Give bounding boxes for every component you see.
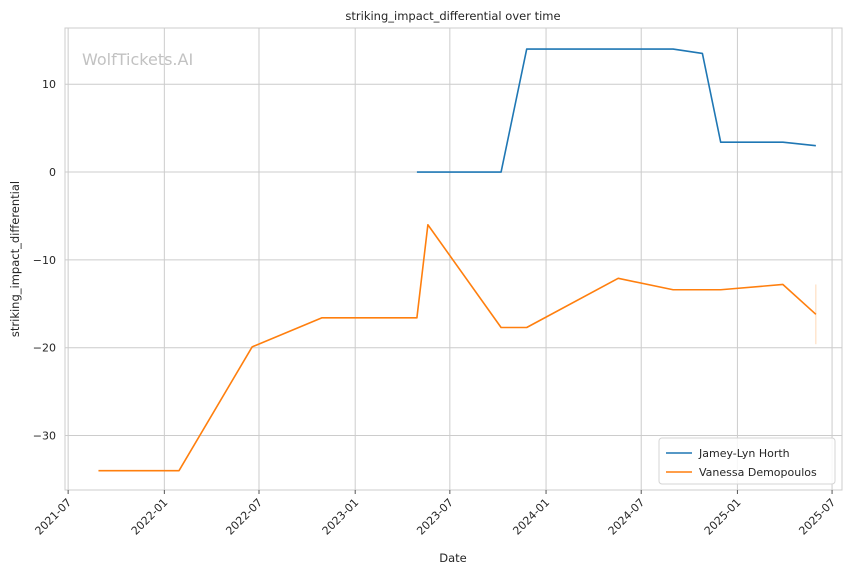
grid	[65, 28, 842, 490]
legend: Jamey-Lyn Horth Vanessa Demopoulos	[658, 437, 836, 485]
y-tick-label: −30	[33, 430, 56, 443]
chart-title: striking_impact_differential over time	[345, 9, 560, 23]
y-axis-label: striking_impact_differential	[8, 181, 22, 337]
plot-frame	[64, 27, 843, 491]
series-line-vanessa-demopoulos	[98, 223, 817, 472]
legend-label-jamey-lyn-horth: Jamey-Lyn Horth	[698, 447, 790, 460]
y-tick-label: −10	[33, 254, 56, 267]
series-line-jamey-lyn-horth	[416, 48, 816, 173]
y-tick-label: 10	[42, 78, 56, 91]
y-tick-label: 0	[49, 166, 56, 179]
series-layer	[98, 48, 817, 472]
watermark: WolfTickets.AI	[82, 50, 193, 69]
legend-label-vanessa-demopoulos: Vanessa Demopoulos	[699, 466, 817, 479]
y-axis-ticks: 10 0 −10 −20 −30	[33, 78, 56, 442]
x-axis-label: Date	[439, 551, 467, 565]
legend-box	[658, 437, 836, 485]
y-tick-label: −20	[33, 342, 56, 355]
